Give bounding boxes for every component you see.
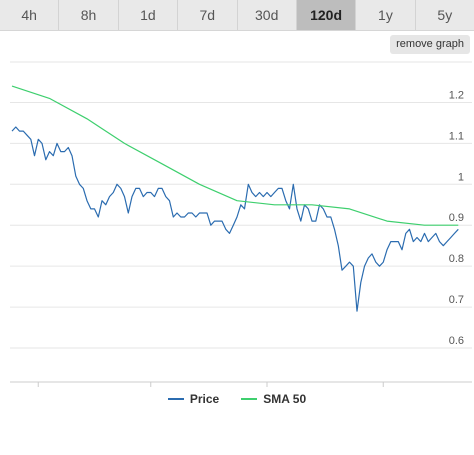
chart-legend: Price SMA 50 (0, 392, 474, 406)
y-axis-ticks: 0.6 0.7 0.8 0.9 1 1.1 1.2 (449, 89, 464, 347)
tab-120d[interactable]: 120d (296, 0, 357, 30)
tab-1y[interactable]: 1y (356, 0, 416, 30)
tab-5y[interactable]: 5y (437, 7, 453, 23)
series-line-sma (11, 85, 459, 226)
price-chart: 0.6 0.7 0.8 0.9 1 1.1 1.2 Nov '25Dec '25Jan '2… (10, 61, 472, 387)
series-line-price (11, 126, 459, 312)
y-tick-label: 1.2 (449, 89, 464, 101)
legend-label-price: Price (189, 392, 220, 406)
tab-1d[interactable]: 1d (119, 0, 179, 30)
y-tick-label: 1.1 (449, 130, 464, 142)
y-tick-label: 0.9 (449, 212, 464, 224)
y-tick-label: 0.6 (449, 335, 464, 347)
legend-swatch-price (167, 398, 184, 400)
legend-item-price[interactable]: Price (167, 392, 220, 406)
legend-label-sma: SMA 50 (263, 392, 307, 406)
x-axis-ticks: Nov '25Dec '25Jan '26Feb '26 (37, 382, 384, 387)
timeframe-tabs: 4h 8h 1d 7d 30d 120d 1y 5y (0, 0, 474, 31)
remove-graph-button[interactable]: remove graph (390, 35, 470, 54)
y-tick-label: 0.7 (449, 294, 464, 306)
y-tick-label: 1 (458, 171, 464, 183)
tab-7d[interactable]: 7d (178, 0, 238, 30)
gridlines (10, 61, 472, 383)
series-lines (11, 85, 459, 312)
tab-30d[interactable]: 30d (238, 0, 297, 30)
legend-item-sma[interactable]: SMA 50 (241, 392, 306, 406)
tab-8h[interactable]: 8h (59, 0, 119, 30)
tab-4h[interactable]: 4h (0, 0, 60, 30)
legend-swatch-sma (241, 398, 258, 400)
y-tick-label: 0.8 (449, 253, 464, 265)
